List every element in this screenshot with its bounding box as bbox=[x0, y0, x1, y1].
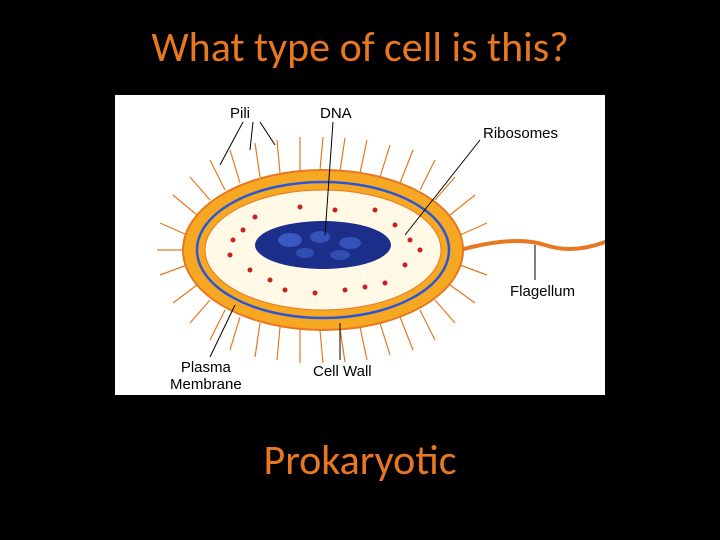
slide-answer: Prokaryotic bbox=[0, 435, 720, 486]
label-pili: Pili bbox=[230, 105, 250, 122]
flagellum-shape bbox=[460, 240, 605, 250]
slide-title: What type of cell is this? bbox=[0, 0, 720, 73]
dna-shape bbox=[255, 221, 391, 269]
cell-diagram: Pili DNA Ribosomes Flagellum Cell Wall P… bbox=[115, 95, 605, 395]
label-cell-wall: Cell Wall bbox=[313, 363, 372, 380]
label-flagellum: Flagellum bbox=[510, 283, 575, 300]
label-dna: DNA bbox=[320, 105, 352, 122]
label-ribosomes: Ribosomes bbox=[483, 125, 558, 142]
label-plasma-membrane: PlasmaMembrane bbox=[170, 360, 242, 393]
